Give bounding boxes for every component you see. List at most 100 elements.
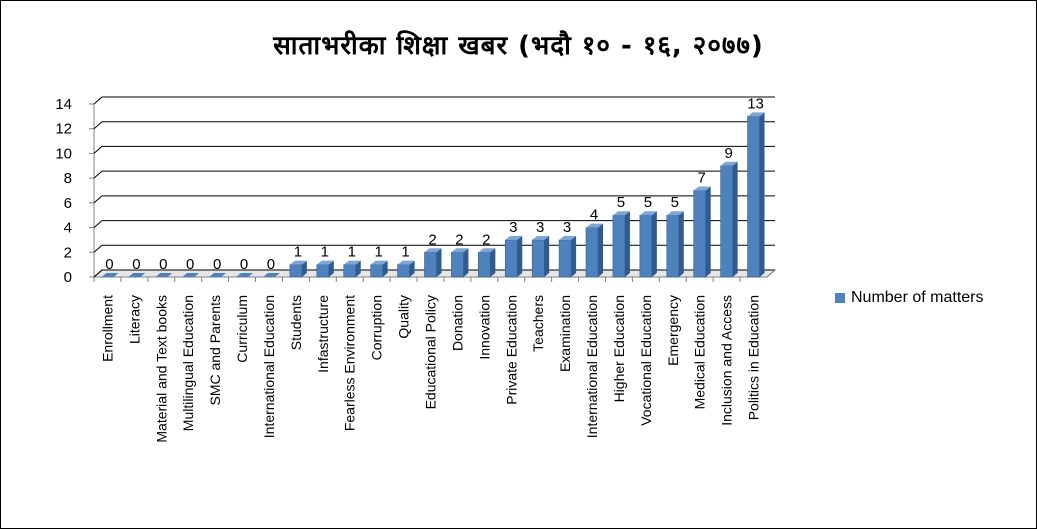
bar-top xyxy=(693,186,711,191)
data-label: 1 xyxy=(401,244,409,261)
bar-top xyxy=(424,248,442,253)
bar xyxy=(747,116,760,278)
data-label: 1 xyxy=(348,244,356,261)
gridline xyxy=(93,220,775,228)
bar xyxy=(720,165,733,278)
data-label: 0 xyxy=(105,256,113,273)
bar-side xyxy=(732,161,738,277)
data-label: 3 xyxy=(509,219,517,236)
y-tick-label: 8 xyxy=(64,170,72,187)
bar-top xyxy=(397,260,415,265)
category-label: Fearless Environment xyxy=(342,295,358,431)
data-label: 0 xyxy=(186,256,194,273)
data-label: 0 xyxy=(132,256,140,273)
data-label: 1 xyxy=(294,244,302,261)
category-label: Donation xyxy=(449,295,465,351)
data-label: 2 xyxy=(482,231,490,248)
bar-side xyxy=(544,235,550,277)
data-label: 4 xyxy=(590,207,598,224)
bar-side xyxy=(759,112,765,277)
category-label: Inclusion and Access xyxy=(719,295,735,426)
bar xyxy=(343,264,357,278)
gridline xyxy=(93,145,775,154)
category-label: Infastructure xyxy=(315,295,331,373)
bar xyxy=(182,273,200,277)
category-label: International Education xyxy=(584,295,600,438)
category-label: Private Education xyxy=(503,295,519,405)
data-label: 2 xyxy=(428,231,436,248)
category-label: Higher Education xyxy=(611,295,627,402)
bar-top xyxy=(289,260,307,265)
bar-side xyxy=(490,248,496,277)
bar-side xyxy=(571,235,577,277)
bar-top xyxy=(666,211,684,216)
data-label: 3 xyxy=(536,219,544,236)
bar xyxy=(666,214,680,278)
y-tick-label: 10 xyxy=(55,145,72,162)
bar-side xyxy=(409,260,415,277)
data-label: 13 xyxy=(747,95,764,112)
category-label: International Education xyxy=(261,295,277,438)
category-label: Politics in Education xyxy=(746,295,762,420)
data-label: 7 xyxy=(698,170,706,187)
bar-top xyxy=(343,260,361,265)
bar xyxy=(262,273,280,277)
gridline xyxy=(93,121,775,130)
bar-top xyxy=(532,235,550,240)
category-label: Material and Text books xyxy=(153,295,169,443)
bar xyxy=(424,251,437,278)
bar xyxy=(585,227,599,278)
bar-top xyxy=(639,211,657,216)
bar-top xyxy=(747,112,765,117)
category-label: SMC and Parents xyxy=(207,295,223,406)
y-tick-label: 14 xyxy=(55,96,72,113)
bar xyxy=(128,273,146,277)
bar-side xyxy=(301,260,307,277)
bar xyxy=(558,239,572,278)
y-tick-label: 4 xyxy=(64,220,72,237)
bar-top xyxy=(720,161,738,166)
category-label: Educational Policy xyxy=(423,295,439,409)
bar xyxy=(397,264,410,278)
legend-swatch xyxy=(835,293,845,303)
gridline xyxy=(93,195,775,204)
legend-label: Number of matters xyxy=(851,289,984,306)
bar-side xyxy=(678,211,684,277)
data-label: 5 xyxy=(671,194,679,211)
gridline xyxy=(93,269,775,278)
bar xyxy=(316,264,330,278)
bar-side xyxy=(624,211,630,277)
category-label: Corruption xyxy=(369,295,385,360)
category-label: Emergency xyxy=(665,295,681,366)
bar-side xyxy=(436,248,442,277)
category-label: Innovation xyxy=(476,295,492,360)
category-label: Curriculum xyxy=(234,295,250,363)
floor-edge xyxy=(766,269,776,278)
bar xyxy=(612,214,626,278)
bar-side xyxy=(328,260,334,277)
data-label: 5 xyxy=(644,194,652,211)
data-label: 0 xyxy=(159,256,167,273)
data-label: 3 xyxy=(563,219,571,236)
bar xyxy=(531,239,545,278)
bar xyxy=(504,239,518,278)
gridline xyxy=(93,244,775,253)
bar-side xyxy=(382,260,388,277)
category-label: Teachers xyxy=(530,295,546,352)
bar-top xyxy=(478,248,496,253)
bar xyxy=(451,251,464,278)
bar-side xyxy=(517,235,523,277)
bar xyxy=(639,214,653,278)
y-tick-label: 2 xyxy=(64,244,72,261)
chart-title: साताभरीका शिक्षा खबर (भदौ १० - १६, २०७७) xyxy=(273,31,764,61)
bar-top xyxy=(559,235,577,240)
bar xyxy=(289,264,303,278)
bar-side xyxy=(598,223,604,277)
bar xyxy=(693,190,707,278)
bar-top xyxy=(316,260,334,265)
data-label: 0 xyxy=(267,256,275,273)
category-label: Medical Education xyxy=(692,295,708,409)
category-label: Quality xyxy=(396,295,412,339)
bar xyxy=(155,273,173,277)
